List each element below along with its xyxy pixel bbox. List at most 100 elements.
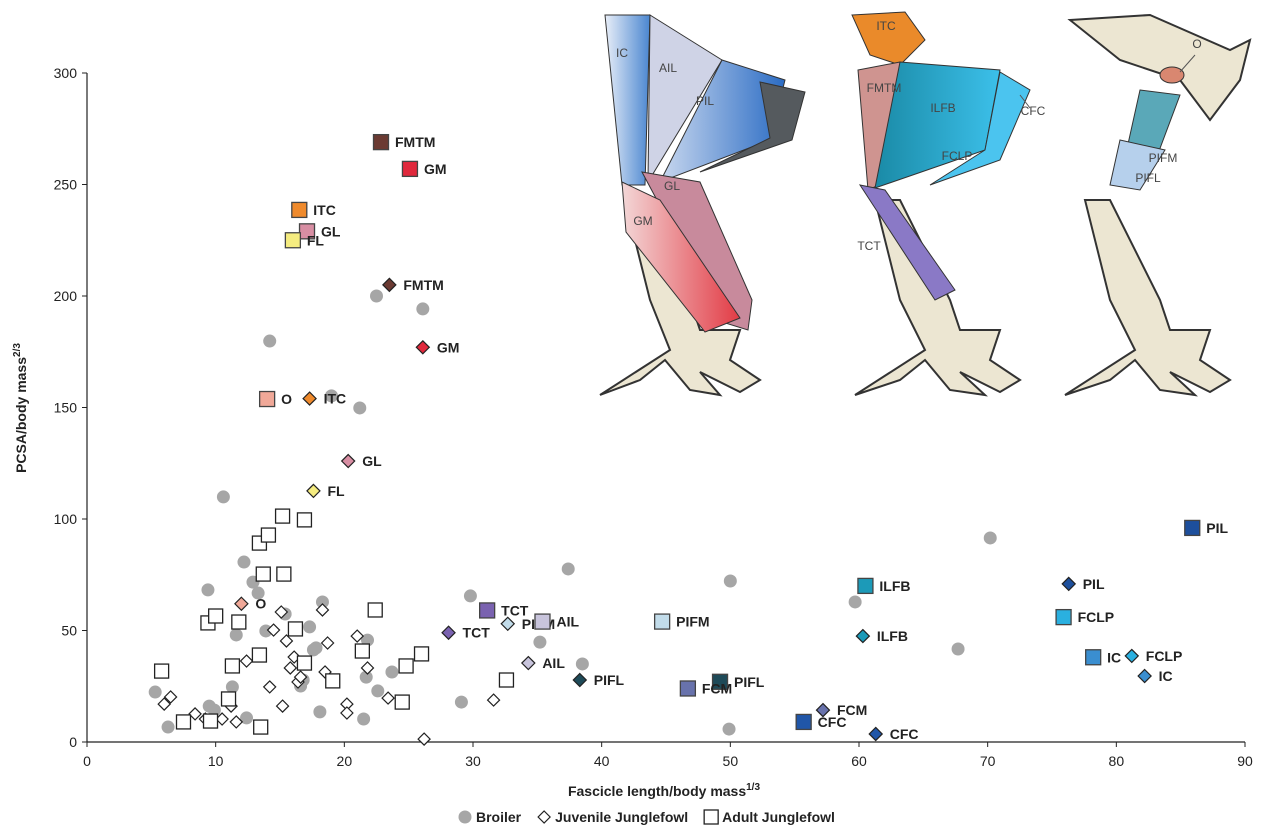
muscle-point — [1062, 577, 1075, 590]
muscle-point — [1086, 650, 1101, 665]
data-point — [562, 562, 575, 575]
data-point — [371, 684, 384, 697]
muscle-point — [1138, 669, 1151, 682]
x-tick-label: 90 — [1237, 753, 1253, 769]
data-point — [261, 528, 275, 542]
x-tick-label: 50 — [723, 753, 739, 769]
data-point — [177, 715, 191, 729]
data-point — [155, 664, 169, 678]
y-tick-label: 50 — [61, 623, 77, 639]
muscle-label: CFC — [890, 726, 919, 742]
muscle-point — [869, 727, 882, 740]
data-point — [416, 302, 429, 315]
muscle-point — [374, 135, 389, 150]
x-tick-label: 70 — [980, 753, 996, 769]
muscle-label: TCT — [501, 602, 529, 618]
illustration-label: PIFM — [1149, 151, 1178, 165]
chart: Fascicle length/body mass1/3 PCSA/body m… — [0, 0, 1269, 831]
muscle-point — [383, 278, 396, 291]
muscle-point — [260, 392, 275, 407]
data-point — [288, 622, 302, 636]
muscle-label: GL — [321, 223, 341, 239]
muscle-point — [1056, 610, 1071, 625]
data-point — [370, 290, 383, 303]
muscle-point — [1185, 520, 1200, 535]
data-point — [355, 644, 369, 658]
illustration-label: IC — [616, 46, 628, 60]
data-point — [252, 648, 266, 662]
data-point — [277, 700, 289, 712]
legend-marker — [459, 811, 472, 824]
muscle-label: GM — [424, 161, 447, 177]
muscle-label: PIL — [1083, 576, 1105, 592]
muscle-point — [655, 614, 670, 629]
x-axis-title-sup: 1/3 — [746, 782, 760, 793]
muscle-point — [1125, 649, 1138, 662]
data-point — [230, 628, 243, 641]
muscle-label: FCLP — [1146, 648, 1183, 664]
muscle-point — [292, 202, 307, 217]
legend-marker — [704, 810, 718, 824]
data-point — [149, 686, 162, 699]
data-point — [368, 603, 382, 617]
legend-label: Adult Junglefowl — [722, 809, 835, 825]
data-point — [724, 574, 737, 587]
y-tick-label: 300 — [54, 65, 78, 81]
data-point — [297, 513, 311, 527]
muscle-label: FCLP — [1078, 609, 1115, 625]
x-tick-label: 40 — [594, 753, 610, 769]
muscle-label: FMTM — [403, 277, 443, 293]
legend-marker — [538, 811, 550, 823]
muscle-point — [342, 455, 355, 468]
data-point — [488, 694, 500, 706]
illustration-1 — [560, 0, 805, 395]
data-point — [499, 673, 513, 687]
data-point — [357, 713, 370, 726]
data-point — [276, 509, 290, 523]
illustration-3 — [1065, 15, 1250, 395]
data-point — [264, 681, 276, 693]
legend-label: Broiler — [476, 809, 522, 825]
illustration-label: FMTM — [867, 81, 902, 95]
muscle-point — [416, 341, 429, 354]
data-point — [284, 662, 296, 674]
y-tick-label: 200 — [54, 288, 78, 304]
data-point — [162, 721, 175, 734]
muscle-point — [480, 603, 495, 618]
illustration-label: AIL — [659, 61, 677, 75]
muscle-point — [535, 614, 550, 629]
muscle-label: FMTM — [395, 134, 435, 150]
data-point — [209, 609, 223, 623]
data-point — [326, 674, 340, 688]
data-point — [385, 665, 398, 678]
data-point — [464, 589, 477, 602]
data-point — [310, 641, 323, 654]
data-point — [201, 583, 214, 596]
x-tick-label: 60 — [851, 753, 867, 769]
y-tick-label: 150 — [54, 400, 78, 416]
y-tick-label: 250 — [54, 177, 78, 193]
muscle-label: IC — [1107, 649, 1121, 665]
muscle-point — [680, 681, 695, 696]
muscle-label: PIFL — [734, 674, 765, 690]
muscle-label: AIL — [556, 614, 579, 630]
muscle-point — [303, 392, 316, 405]
data-point — [395, 695, 409, 709]
muscle-label: ITC — [324, 391, 347, 407]
muscle-point — [522, 657, 535, 670]
muscle-point — [856, 630, 869, 643]
data-point — [341, 707, 353, 719]
y-tick-label: 100 — [54, 511, 78, 527]
data-point — [204, 714, 218, 728]
x-tick-label: 0 — [83, 753, 91, 769]
illustration-label: ILFB — [930, 101, 955, 115]
muscle-label: PIFM — [676, 614, 709, 630]
muscle-point — [796, 714, 811, 729]
illustration-label: CFC — [1021, 104, 1046, 118]
data-point — [241, 655, 253, 667]
x-tick-label: 30 — [465, 753, 481, 769]
illustration-label: FCLP — [942, 149, 973, 163]
x-axis-title-main: Fascicle length/body mass — [568, 783, 746, 799]
data-point — [254, 720, 268, 734]
muscle-point — [501, 617, 514, 630]
